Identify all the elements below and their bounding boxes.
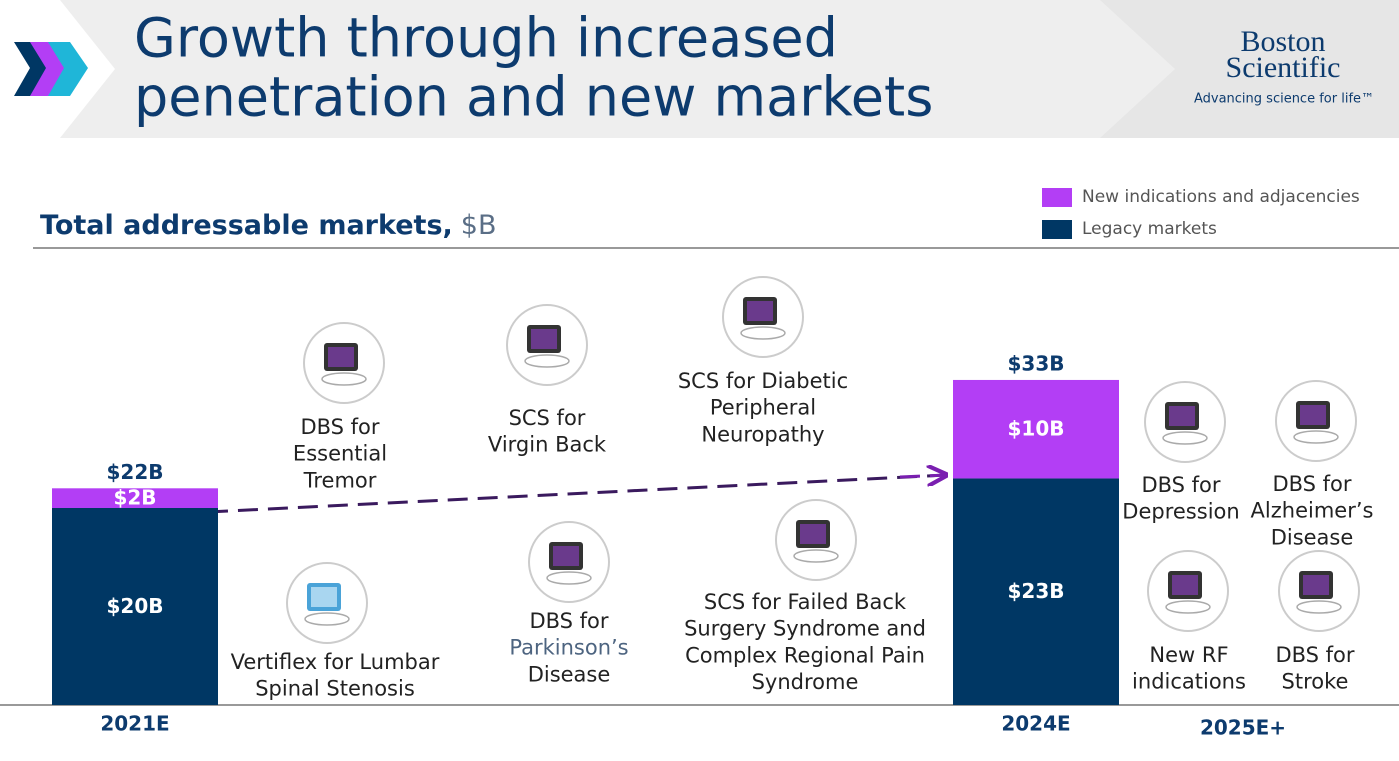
icon-cable <box>546 571 592 585</box>
icon-screen <box>553 546 579 566</box>
icon-cable <box>1165 600 1211 614</box>
icon-screen <box>1300 405 1326 425</box>
item-label: Surgery Syndrome and <box>684 617 926 641</box>
header-chevron <box>0 0 1175 138</box>
x-tick-label: 2025E+ <box>1200 716 1286 740</box>
item-label: DBS for <box>1141 473 1220 497</box>
item-label: Depression <box>1122 500 1239 524</box>
icon-screen <box>1303 575 1329 595</box>
value-label: $10B <box>1008 417 1065 441</box>
bar-segment <box>52 488 218 508</box>
legend-swatch <box>1042 188 1072 207</box>
item-label: Complex Regional Pain <box>685 643 925 667</box>
logo-text: Scientific <box>1226 51 1341 84</box>
legend-swatch <box>1042 220 1072 239</box>
icon-cable <box>1162 431 1208 445</box>
item-label: DBS for <box>1275 643 1354 667</box>
bar-segment <box>52 508 218 705</box>
value-label: $23B <box>1008 579 1065 603</box>
item-label: New RF <box>1149 643 1228 667</box>
chart-title-main: Total addressable markets, <box>40 210 453 241</box>
item-label: DBS for <box>1272 472 1351 496</box>
item-label: indications <box>1132 670 1246 694</box>
growth-arrow-head <box>899 475 946 477</box>
value-label: $20B <box>107 594 164 618</box>
item-label: Peripheral <box>710 396 816 420</box>
icon-screen <box>747 301 773 321</box>
icon-cable <box>1293 430 1339 444</box>
icon-screen <box>311 587 337 607</box>
icon-cable <box>793 549 839 563</box>
item-label: DBS for <box>300 415 379 439</box>
logo-text: Boston <box>1240 25 1325 58</box>
x-tick-label: 2024E <box>1001 712 1070 736</box>
item-label: Spinal Stenosis <box>255 677 415 701</box>
icon-screen <box>328 347 354 367</box>
slide-title: Growth through increased <box>134 7 838 70</box>
item-label: SCS for Failed Back <box>704 590 907 614</box>
item-label: DBS for <box>529 609 608 633</box>
item-label: Virgin Back <box>488 433 607 457</box>
item-label: Alzheimer’s <box>1251 499 1374 523</box>
icon-screen <box>1169 406 1195 426</box>
item-label: Disease <box>528 662 611 686</box>
icon-screen <box>1172 575 1198 595</box>
item-label: Parkinson’s <box>509 636 628 660</box>
logo-arrow <box>48 42 88 96</box>
growth-arrow <box>207 473 947 514</box>
legend-label: Legacy markets <box>1082 219 1217 239</box>
item-label: Disease <box>1271 525 1354 549</box>
item-label: SCS for Diabetic <box>678 369 848 393</box>
value-label: $2B <box>113 486 156 510</box>
item-label: Syndrome <box>752 670 859 694</box>
icon-cable <box>740 326 786 340</box>
chart-title: Total addressable markets, $B <box>40 210 496 241</box>
item-label: Neuropathy <box>701 422 824 446</box>
chart-unit: $B <box>461 210 497 241</box>
icon-cable <box>304 612 350 626</box>
item-label: Tremor <box>303 468 377 492</box>
item-label: Vertiflex for Lumbar <box>231 650 440 674</box>
icon-cable <box>321 372 367 386</box>
icon-cable <box>524 354 570 368</box>
slide-title: penetration and new markets <box>134 66 933 129</box>
total-label: $22B <box>107 460 164 484</box>
icon-cable <box>1296 600 1342 614</box>
total-label: $33B <box>1008 351 1065 375</box>
bar-segment <box>953 379 1119 479</box>
item-label: Essential <box>293 442 387 466</box>
item-label: SCS for <box>509 406 586 430</box>
x-tick-label: 2021E <box>100 712 169 736</box>
icon-screen <box>800 524 826 544</box>
item-label: Stroke <box>1282 670 1349 694</box>
tagline: Advancing science for life™ <box>1194 92 1374 107</box>
legend-label: New indications and adjacencies <box>1082 187 1360 207</box>
bar-segment <box>953 478 1119 705</box>
icon-screen <box>531 329 557 349</box>
